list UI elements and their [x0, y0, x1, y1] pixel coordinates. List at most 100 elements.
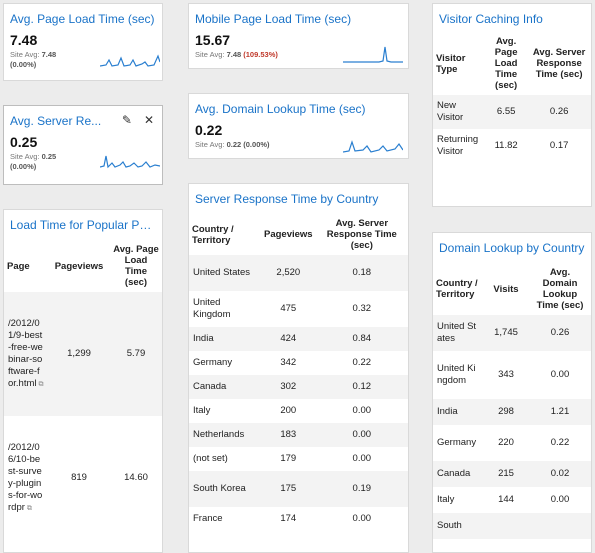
page-link[interactable]: /2012/06/10-best-survey-plugins-for-word…: [8, 441, 43, 513]
external-link-icon[interactable]: ⧉: [24, 504, 32, 512]
col-header-country[interactable]: Country / Territory: [436, 278, 478, 300]
domain-by-country-table: Country / Territory Visits Avg. Domain L…: [433, 263, 591, 539]
table-row: Italy 200 0.00: [189, 399, 408, 423]
avg-server-response-widget: Avg. Server Re... ✎ ✕ 0.25 Site Avg: 0.25…: [3, 105, 163, 185]
lookup-time: 0.22: [550, 437, 570, 448]
load-time: 6.55: [485, 95, 528, 129]
table-row: South Korea 175 0.19: [189, 471, 408, 507]
server-response-by-country-widget: Server Response Time by Country Country …: [188, 183, 409, 553]
pageviews: 174: [280, 513, 297, 524]
sparkline: [343, 140, 403, 153]
close-icon[interactable]: ✕: [143, 113, 154, 127]
load-time: 11.82: [494, 140, 518, 151]
col-header-pageviews[interactable]: Pageviews: [264, 229, 313, 240]
avg-domain-lookup-widget: Avg. Domain Lookup Time (sec) 0.22 Site …: [188, 93, 409, 159]
server-time: 0.18: [315, 255, 408, 291]
widget-title[interactable]: Domain Lookup by Country: [439, 241, 585, 255]
col-header-server-time[interactable]: Avg. Server Response Time (sec): [532, 47, 586, 80]
country: Canada: [189, 375, 261, 399]
country: India: [189, 327, 261, 351]
country: United States: [433, 315, 483, 351]
country: United Kingdom: [437, 363, 476, 386]
col-header-page[interactable]: Page: [7, 260, 30, 272]
table-header-row: Visitor Type Avg. Page Load Time (sec) A…: [433, 32, 591, 95]
server-time: 0.00: [352, 453, 372, 464]
pageviews: 1,299: [48, 292, 110, 416]
widget-title[interactable]: Avg. Server Re...: [10, 114, 102, 128]
table-header-row: Country / Territory Visits Avg. Domain L…: [433, 263, 591, 315]
site-avg: Site Avg: 7.48 (0.00%): [10, 50, 57, 69]
col-header-load-time[interactable]: Avg. Page Load Time (sec): [113, 244, 159, 288]
domain-lookup-by-country-widget: Domain Lookup by Country Country / Terri…: [432, 232, 592, 553]
widget-title[interactable]: Visitor Caching Info: [439, 12, 543, 26]
sparkline: [100, 54, 160, 67]
country: United States: [189, 255, 261, 291]
country: France: [193, 513, 223, 524]
popular-pages-table: Page Pageviews Avg. Page Load Time (sec)…: [4, 240, 162, 540]
table-header-row: Page Pageviews Avg. Page Load Time (sec): [4, 240, 162, 292]
avg-page-load-widget: Avg. Page Load Time (sec) 7.48 Site Avg:…: [3, 3, 163, 81]
server-time: 0.22: [352, 357, 372, 368]
col-header-visits[interactable]: Visits: [493, 283, 519, 295]
country: United Kingdom: [193, 297, 231, 320]
pageviews: 179: [280, 453, 297, 464]
table-row: India 298 1.21: [433, 399, 591, 425]
visits: 215: [483, 461, 529, 487]
visitor-type: Returning Visitor: [437, 134, 479, 157]
visitor-caching-widget: Visitor Caching Info Visitor Type Avg. P…: [432, 3, 592, 207]
table-row: South: [433, 513, 591, 539]
table-row: Canada 215 0.02: [433, 461, 591, 487]
lookup-time: 1.21: [529, 399, 591, 425]
pageviews: 302: [261, 375, 316, 399]
col-header-visitor-type[interactable]: Visitor Type: [436, 52, 466, 75]
server-time: 0.17: [549, 140, 569, 151]
table-row: United States 2,520 0.18: [189, 255, 408, 291]
sparkline: [343, 46, 403, 63]
pencil-icon[interactable]: ✎: [121, 113, 132, 127]
server-time: 0.00: [315, 423, 408, 447]
col-header-country[interactable]: Country / Territory: [192, 223, 234, 246]
table-row: France 174 0.00: [189, 507, 408, 531]
table-row: Returning Visitor 11.82 0.17: [433, 129, 591, 163]
table-row: New Visitor 6.55 0.26: [433, 95, 591, 129]
country: South Korea: [189, 471, 261, 507]
visits: [483, 513, 529, 539]
table-row: /2012/06/10-best-survey-plugins-for-word…: [4, 416, 162, 540]
widget-title[interactable]: Load Time for Popular Pa...: [10, 218, 157, 232]
page-link[interactable]: /2012/01/9-best-free-webinar-software-fo…: [4, 292, 48, 416]
country: Germany: [193, 357, 233, 368]
server-time: 0.12: [315, 375, 408, 399]
visits: 343: [498, 369, 514, 380]
country: South: [433, 513, 483, 539]
table-row: Germany 342 0.22: [189, 351, 408, 375]
table-row: India 424 0.84: [189, 327, 408, 351]
visits: 144: [498, 494, 514, 505]
pageviews: 175: [261, 471, 316, 507]
widget-toolbar: ✎ ✕: [110, 113, 154, 127]
country: Canada: [433, 461, 483, 487]
lookup-time: 0.00: [550, 369, 570, 380]
col-header-pageviews[interactable]: Pageviews: [54, 260, 104, 272]
col-header-lookup-time[interactable]: Avg. Domain Lookup Time (sec): [536, 267, 584, 311]
pageviews: 2,520: [261, 255, 316, 291]
country: Italy: [193, 405, 211, 416]
widget-title[interactable]: Avg. Page Load Time (sec): [10, 12, 155, 26]
server-time: 0.32: [352, 303, 372, 314]
country: India: [433, 399, 483, 425]
metric-value: 0.25: [10, 134, 38, 150]
table-row: United Kingdom 343 0.00: [433, 351, 591, 399]
external-link-icon[interactable]: ⧉: [36, 380, 44, 388]
table-row: United Kingdom 475 0.32: [189, 291, 408, 327]
widget-title[interactable]: Server Response Time by Country: [195, 192, 379, 206]
sparkline: [100, 155, 160, 169]
pageviews: 200: [280, 405, 297, 416]
server-by-country-table: Country / Territory Pageviews Avg. Serve…: [189, 214, 408, 531]
col-header-load-time[interactable]: Avg. Page Load Time (sec): [494, 36, 518, 91]
widget-title[interactable]: Avg. Domain Lookup Time (sec): [195, 102, 366, 116]
widget-title[interactable]: Mobile Page Load Time (sec): [195, 12, 352, 26]
pageviews: 475: [280, 303, 297, 314]
col-header-server-time[interactable]: Avg. Server Response Time (sec): [326, 218, 397, 251]
load-time: 14.60: [124, 472, 148, 483]
server-time: 0.26: [527, 95, 591, 129]
lookup-time: [529, 513, 591, 539]
